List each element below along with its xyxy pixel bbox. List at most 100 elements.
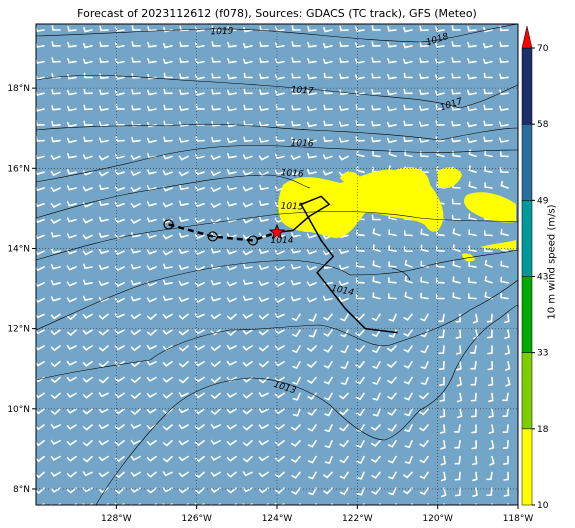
wind-barb <box>146 313 157 321</box>
wind-barb <box>371 440 381 447</box>
wind-barb <box>51 408 61 416</box>
storm-track <box>163 195 398 334</box>
wind-barb <box>307 153 317 159</box>
wind-barb <box>98 313 109 320</box>
wind-barb <box>486 487 493 496</box>
y-tick-label: 14°N <box>7 244 30 254</box>
high-wind-area-far-east <box>464 192 516 223</box>
wind-barb <box>226 424 237 430</box>
wind-barb <box>226 121 237 128</box>
wind-barb <box>504 313 510 324</box>
wind-barb <box>290 154 301 161</box>
wind-barb <box>323 487 333 495</box>
wind-barb <box>66 297 77 303</box>
wind-barb <box>387 105 397 112</box>
wind-barb <box>227 89 237 96</box>
wind-barb <box>226 313 237 321</box>
wind-barb <box>82 170 93 176</box>
wind-barb <box>146 344 157 351</box>
wind-barb <box>290 264 301 270</box>
wind-barb <box>386 121 397 128</box>
wind-barb <box>194 282 205 288</box>
wind-barb <box>452 292 461 300</box>
wind-barb <box>66 471 77 478</box>
wind-barb <box>50 264 61 270</box>
wind-barb <box>162 154 173 160</box>
wind-barb <box>324 408 333 417</box>
colorbar-tick-label: 43 <box>537 273 548 283</box>
wind-barb <box>130 280 141 286</box>
wind-barb <box>322 58 333 65</box>
wind-barb <box>194 361 205 367</box>
wind-barb <box>499 25 509 32</box>
wind-barb <box>372 228 381 237</box>
wind-barb <box>195 104 205 110</box>
wind-barb <box>114 329 125 335</box>
wind-barb <box>147 89 157 96</box>
wind-barb <box>99 57 109 64</box>
wind-barb <box>259 184 269 191</box>
wind-barb <box>307 58 317 64</box>
wind-barb <box>499 57 509 64</box>
wind-barb <box>355 376 365 385</box>
wind-barb <box>194 201 205 208</box>
wind-barb <box>403 345 413 353</box>
wind-barb <box>356 471 365 480</box>
wind-barb <box>454 440 461 449</box>
wind-barb <box>355 345 365 353</box>
wind-barb <box>211 73 221 79</box>
wind-barb <box>98 216 109 223</box>
wind-barb <box>371 25 381 31</box>
wind-barb <box>372 361 381 369</box>
wind-barb <box>162 361 173 367</box>
wind-barb <box>404 275 413 284</box>
wind-barb <box>371 105 381 111</box>
wind-barb <box>307 361 317 368</box>
wind-barb <box>371 89 381 95</box>
wind-barb <box>66 217 77 223</box>
wind-barb <box>452 150 461 158</box>
wind-barb <box>146 281 157 287</box>
wind-barb <box>98 424 109 430</box>
wind-barb <box>82 376 93 383</box>
wind-barb <box>36 440 45 447</box>
wind-barb <box>146 408 157 414</box>
wind-barb <box>355 26 365 32</box>
wind-barb <box>51 232 61 238</box>
wind-barb <box>472 487 478 497</box>
wind-barb <box>130 154 141 161</box>
wind-barb <box>338 248 349 255</box>
wind-barb <box>162 42 173 49</box>
wind-barb <box>502 392 509 402</box>
wind-barb <box>226 201 237 207</box>
track-position-marker <box>207 231 218 242</box>
wind-barb <box>274 249 285 256</box>
wind-barb <box>388 245 397 252</box>
wind-barb <box>306 297 317 303</box>
wind-barb <box>162 58 173 65</box>
wind-barb <box>387 58 397 64</box>
wind-barb <box>499 73 509 80</box>
wind-barb <box>323 120 333 127</box>
wind-barb <box>162 487 173 493</box>
wind-barb <box>210 187 221 193</box>
wind-barb <box>243 26 253 33</box>
wind-barb <box>483 88 493 95</box>
wind-barb <box>194 471 205 479</box>
wind-barb <box>178 329 189 336</box>
wind-barb <box>419 408 429 416</box>
wind-barb <box>36 487 45 495</box>
wind-barb <box>162 329 173 335</box>
wind-barb <box>162 313 173 319</box>
wind-barb <box>98 392 109 398</box>
wind-barb <box>403 72 413 79</box>
wind-barb <box>419 57 429 64</box>
wind-barb <box>258 345 269 352</box>
wind-barb <box>83 88 93 95</box>
wind-barb <box>258 280 269 287</box>
wind-barb <box>439 392 445 402</box>
wind-barb <box>291 73 301 79</box>
wind-barb <box>324 455 333 465</box>
x-tick-label: 122°W <box>342 514 373 524</box>
wind-barb <box>372 408 381 417</box>
